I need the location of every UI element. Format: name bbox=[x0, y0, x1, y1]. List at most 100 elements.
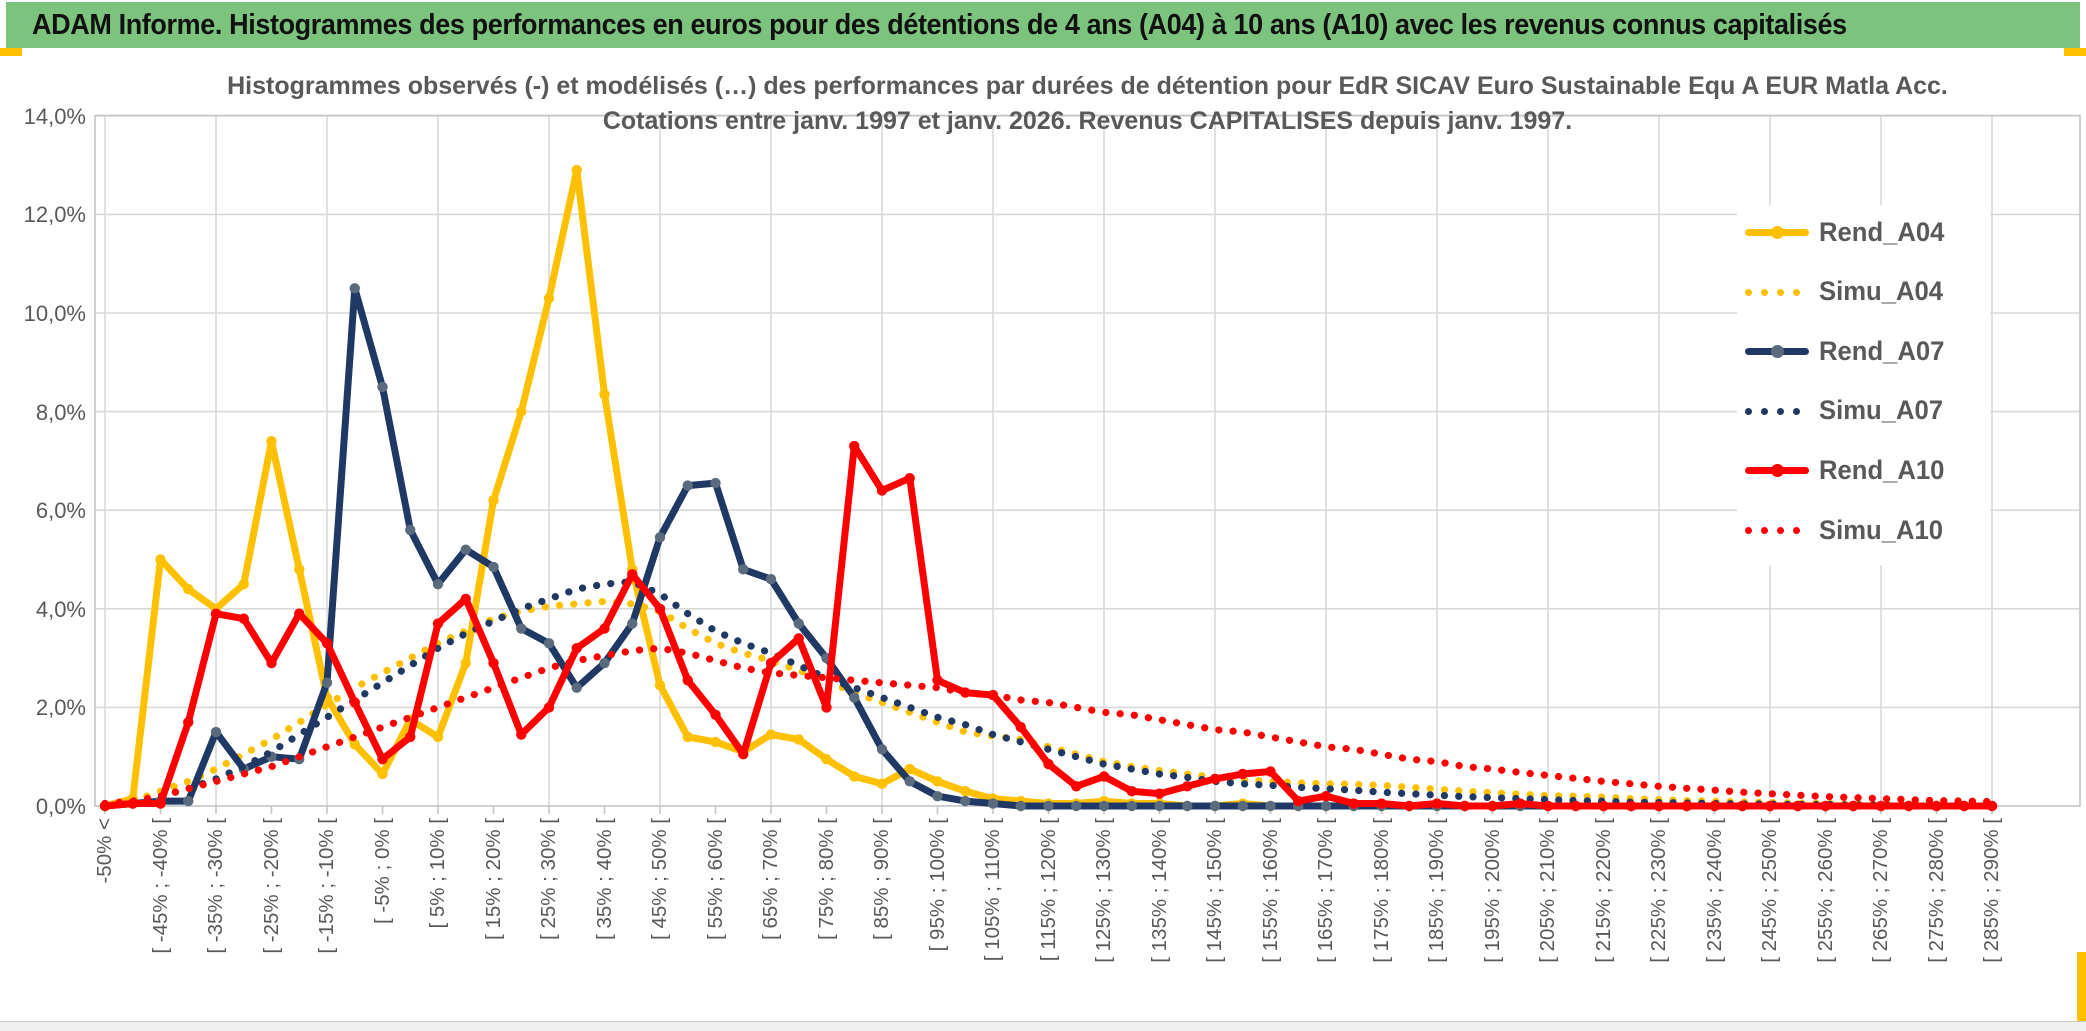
x-axis-label: [ 135% ; 140% [ bbox=[1147, 818, 1171, 963]
marker-Rend_A07 bbox=[987, 798, 999, 809]
marker-Rend_A10 bbox=[1459, 800, 1470, 812]
marker-Rend_A07 bbox=[321, 677, 333, 688]
x-axis-label: [ 115% ; 120% [ bbox=[1036, 818, 1060, 962]
marker-Rend_A10 bbox=[821, 702, 832, 713]
marker-Rend_A07 bbox=[1154, 800, 1165, 812]
marker-Rend_A10 bbox=[460, 593, 471, 605]
y-axis-label: 4,0% bbox=[35, 596, 86, 622]
marker-Rend_A10 bbox=[1293, 795, 1304, 807]
marker-Rend_A10 bbox=[1959, 800, 1970, 812]
marker-Rend_A10 bbox=[155, 798, 166, 809]
marker-Rend_A04 bbox=[571, 164, 582, 176]
marker-Rend_A10 bbox=[1015, 721, 1026, 733]
marker-Rend_A10 bbox=[1487, 800, 1498, 812]
marker-Rend_A10 bbox=[1154, 788, 1165, 799]
marker-Rend_A07 bbox=[1209, 800, 1221, 812]
marker-Rend_A10 bbox=[682, 675, 693, 686]
legend-label-Rend_A07: Rend_A07 bbox=[1819, 335, 1945, 366]
marker-Rend_A10 bbox=[904, 472, 915, 484]
x-axis-label: [ 65% ; 70% [ bbox=[759, 818, 782, 940]
marker-Rend_A07 bbox=[516, 623, 527, 634]
marker-Rend_A04 bbox=[238, 578, 249, 590]
marker-Rend_A07 bbox=[599, 657, 610, 669]
marker-Rend_A07 bbox=[1098, 800, 1110, 812]
marker-Rend_A10 bbox=[1376, 798, 1387, 809]
marker-Rend_A10 bbox=[1431, 798, 1443, 809]
marker-Rend_A04 bbox=[349, 739, 360, 750]
x-axis-label: [ -45% ; -40% [ bbox=[148, 818, 172, 954]
marker-Rend_A04 bbox=[432, 731, 444, 743]
y-axis-label: 8,0% bbox=[35, 399, 86, 425]
y-axis-label: 6,0% bbox=[35, 498, 86, 524]
marker-Rend_A07 bbox=[571, 682, 582, 693]
marker-Rend_A10 bbox=[1237, 768, 1248, 780]
marker-Rend_A10 bbox=[1404, 800, 1415, 812]
marker-Rend_A04 bbox=[654, 680, 666, 691]
marker-Rend_A04 bbox=[793, 734, 804, 745]
legend-label-Simu_A04: Simu_A04 bbox=[1819, 276, 1944, 307]
marker-Rend_A10 bbox=[1848, 800, 1859, 812]
marker-Rend_A10 bbox=[210, 608, 222, 619]
x-axis-label: [ 85% ; 90% [ bbox=[870, 818, 893, 940]
chart-title-line2: Cotations entre janv. 1997 et janv. 2026… bbox=[602, 107, 1573, 135]
legend-swatch-Simu_A04 bbox=[1745, 285, 1809, 299]
marker-Rend_A07 bbox=[460, 544, 471, 555]
marker-Rend_A10 bbox=[654, 603, 666, 614]
marker-Rend_A10 bbox=[1126, 786, 1137, 797]
marker-Rend_A10 bbox=[738, 749, 749, 760]
marker-Rend_A10 bbox=[1626, 800, 1637, 812]
x-axis-label: [ 265% ; 270% [ bbox=[1869, 818, 1892, 963]
x-axis-label: -50% < bbox=[93, 818, 116, 884]
marker-Rend_A04 bbox=[294, 564, 305, 575]
legend-label-Rend_A04: Rend_A04 bbox=[1819, 216, 1945, 247]
bottom-strip bbox=[0, 1021, 2086, 1031]
marker-Rend_A10 bbox=[349, 697, 360, 708]
marker-Rend_A07 bbox=[876, 744, 888, 755]
marker-Rend_A04 bbox=[710, 736, 721, 748]
y-axis-label: 0,0% bbox=[35, 794, 86, 819]
marker-Rend_A04 bbox=[821, 753, 832, 765]
marker-Rend_A10 bbox=[1875, 800, 1887, 812]
marker-Rend_A04 bbox=[155, 554, 166, 565]
marker-Rend_A07 bbox=[1071, 800, 1082, 812]
marker-Rend_A04 bbox=[765, 729, 777, 740]
legend-label-Simu_A10: Simu_A10 bbox=[1819, 514, 1944, 545]
marker-Rend_A07 bbox=[682, 480, 693, 491]
legend-swatch-Rend_A04 bbox=[1745, 225, 1809, 239]
marker-Rend_A04 bbox=[460, 657, 471, 669]
legend-item-Rend_A10: Rend_A10 bbox=[1745, 453, 1951, 487]
marker-Rend_A10 bbox=[183, 716, 194, 728]
marker-Rend_A07 bbox=[349, 283, 360, 294]
marker-Rend_A07 bbox=[1015, 800, 1026, 812]
marker-Rend_A10 bbox=[1320, 790, 1332, 802]
marker-Rend_A04 bbox=[876, 778, 888, 790]
x-axis-label: [ 255% ; 260% [ bbox=[1813, 818, 1837, 963]
marker-Rend_A07 bbox=[654, 532, 666, 543]
legend-label-Simu_A07: Simu_A07 bbox=[1819, 395, 1944, 426]
gold-corner-top-left bbox=[0, 48, 22, 56]
marker-Rend_A04 bbox=[266, 435, 277, 447]
marker-Rend_A10 bbox=[516, 729, 527, 740]
legend-swatch-Simu_A10 bbox=[1745, 523, 1809, 537]
marker-Rend_A10 bbox=[571, 643, 582, 654]
marker-Rend_A07 bbox=[738, 564, 749, 575]
marker-Rend_A07 bbox=[1320, 800, 1332, 812]
x-axis-label: [ 195% ; 200% [ bbox=[1480, 818, 1504, 963]
marker-Rend_A10 bbox=[377, 753, 388, 765]
marker-Rend_A10 bbox=[294, 608, 305, 619]
x-axis-label: [ 125% ; 130% [ bbox=[1092, 818, 1115, 963]
marker-Rend_A10 bbox=[793, 633, 804, 644]
marker-Rend_A10 bbox=[1348, 798, 1359, 809]
marker-Rend_A10 bbox=[1043, 758, 1054, 770]
marker-Rend_A10 bbox=[1515, 798, 1526, 809]
x-axis-label: [ 55% ; 60% [ bbox=[703, 818, 727, 940]
x-axis-label: [ 275% ; 280% [ bbox=[1924, 818, 1948, 963]
x-axis-label: [ 225% ; 230% [ bbox=[1647, 818, 1670, 963]
marker-Rend_A10 bbox=[1903, 800, 1914, 812]
report-title: ADAM Informe. Histogrammes des performan… bbox=[32, 8, 1847, 41]
x-axis-label: [ -15% ; -10% [ bbox=[315, 818, 338, 954]
series-line-Rend_A04 bbox=[104, 166, 1992, 810]
y-axis-label: 10,0% bbox=[23, 301, 86, 326]
marker-Rend_A10 bbox=[1209, 773, 1221, 785]
x-axis-label: [ -5% ; 0% [ bbox=[370, 818, 394, 924]
